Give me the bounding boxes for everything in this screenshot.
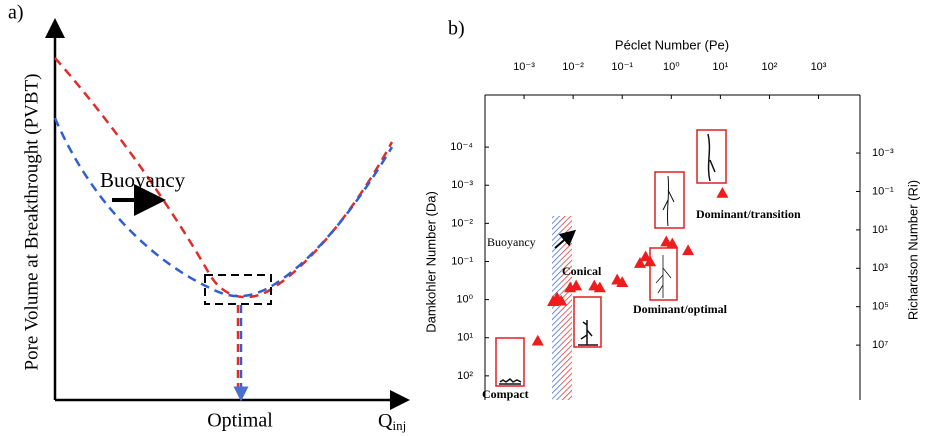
y2-tick-label: 10⁷ [872,339,888,351]
x-tick-label: 10⁻² [562,61,584,73]
data-point [644,255,657,267]
buoyancy-arrow [554,229,577,249]
pattern-boxes [495,129,727,387]
annotation: Buoyancy [100,168,186,192]
y-axis-label: Damkohler Number (Da) [423,191,438,333]
x-tick-label: 10² [761,61,777,73]
y-tick-label: 10⁻⁴ [450,141,473,153]
panel-label: b) [448,18,465,40]
optimal-box [204,274,272,305]
pattern-box [696,129,727,184]
x-axis-label: Péclet Number (Pe) [615,37,729,52]
annotation: Conical [562,264,602,278]
x-tick-label: 10⁻¹ [611,61,633,73]
x-tick-label: 10³ [811,61,827,73]
panel-label: a) [8,2,24,24]
x-axis-label-sub: inj [392,418,406,433]
pattern-sketch [655,255,672,298]
annotation: Dominant/optimal [633,302,728,316]
pattern-sketch [662,175,675,227]
x-tick-label: 10¹ [712,61,728,73]
y2-tick-label: 10⁻¹ [872,185,894,197]
y2-tick-label: 10³ [872,262,888,274]
y2-axis-label: Richardson Number (Ri) [905,180,920,320]
data-point [593,281,606,293]
panel-b: b) Péclet Number (Pe) Damkohler Number (… [423,18,920,401]
x-tick-label: 10⁻³ [513,61,535,73]
pattern-images [499,133,716,385]
x-tick-label: 10⁰ [663,61,680,73]
annotation: Compact [482,387,529,401]
x-axis-label: Qinj [378,410,406,433]
hatched-band [562,216,572,400]
data-point [633,257,646,268]
data-point [570,279,583,291]
annotation: Optimal [207,410,273,432]
data-point [666,237,679,249]
pattern-sketch [707,133,716,182]
pattern-box [649,247,678,301]
data-point [531,334,544,346]
annotation: Dominant/transition [696,207,801,221]
pattern-box [654,171,685,229]
y2-tick-label: 10⁻³ [872,147,894,159]
hatched-band [552,216,562,400]
pattern-sketch [499,378,522,385]
data-point [682,244,695,256]
y2-tick-label: 10¹ [872,224,888,236]
data-point [716,187,729,198]
panel-a: a) Pore Volume at Breakthrought (PVBT) B… [8,2,410,433]
data-point [555,294,568,306]
y-tick-label: 10⁻² [451,217,473,229]
curve-no-buoyancy [53,117,394,298]
y-tick-label: 10⁻¹ [451,255,473,267]
pattern-sketch [578,320,598,346]
y-tick-label: 10⁻³ [451,179,473,191]
data-point [616,276,629,288]
x-axis-label-main: Q [378,410,393,432]
curve-buoyancy [54,57,394,299]
y2-tick-label: 10⁵ [872,301,889,313]
y-tick-label: 10¹ [457,332,473,344]
pattern-box [495,337,525,387]
y-tick-label: 10² [457,370,473,382]
y-tick-label: 10⁰ [456,294,473,306]
y-axis-label: Pore Volume at Breakthrought (PVBT) [21,74,42,371]
annotation: Buoyancy [487,235,536,249]
